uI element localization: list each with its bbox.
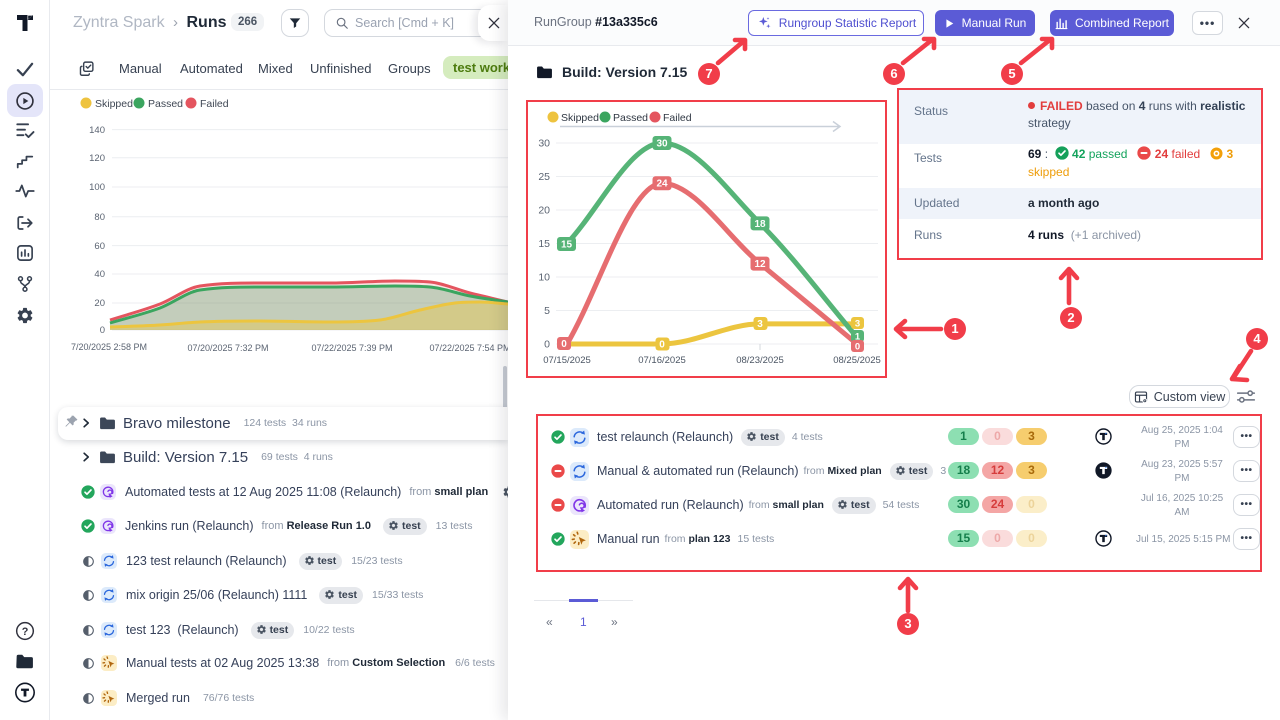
svg-text:0: 0 [561,339,567,350]
svg-text:Skipped: Skipped [95,98,133,110]
svg-text:0: 0 [544,339,550,351]
svg-text:Passed: Passed [148,98,183,110]
svg-text:Failed: Failed [663,112,692,124]
svg-text:10: 10 [538,272,550,284]
svg-text:12: 12 [754,259,766,270]
svg-text:Passed: Passed [613,112,648,124]
svg-text:140: 140 [89,125,105,136]
svg-text:18: 18 [754,219,766,230]
svg-text:Skipped: Skipped [561,112,599,124]
svg-text:07/22/2025 7:54 PM: 07/22/2025 7:54 PM [429,343,508,353]
svg-text:07/15/2025: 07/15/2025 [543,355,591,366]
svg-text:Failed: Failed [200,98,229,110]
svg-text:0: 0 [855,342,860,353]
svg-text:60: 60 [94,241,105,252]
svg-text:07/16/2025: 07/16/2025 [638,355,686,366]
svg-text:25: 25 [538,171,550,183]
svg-text:0: 0 [659,340,665,351]
svg-text:0: 0 [100,325,105,336]
svg-text:120: 120 [89,153,105,164]
svg-text:?: ? [21,626,28,638]
svg-text:24: 24 [656,179,668,190]
svg-text:07/22/2025 7:39 PM: 07/22/2025 7:39 PM [311,343,392,353]
svg-text:30: 30 [656,139,668,150]
svg-text:15: 15 [561,240,573,251]
svg-text:40: 40 [94,269,105,280]
svg-text:30: 30 [538,138,550,150]
svg-text:20: 20 [538,205,550,217]
svg-text:20: 20 [94,298,105,309]
svg-text:3: 3 [757,319,763,330]
svg-text:15: 15 [538,238,550,250]
svg-text:5: 5 [544,305,550,317]
svg-text:08/23/2025: 08/23/2025 [736,355,784,366]
svg-text:08/25/2025: 08/25/2025 [833,355,881,366]
svg-text:7/20/2025 2:58 PM: 7/20/2025 2:58 PM [71,342,147,352]
svg-text:80: 80 [94,212,105,223]
svg-text:3: 3 [855,319,860,330]
svg-text:1: 1 [855,332,861,343]
svg-text:07/20/2025 7:32 PM: 07/20/2025 7:32 PM [187,343,268,353]
svg-text:100: 100 [89,182,105,193]
